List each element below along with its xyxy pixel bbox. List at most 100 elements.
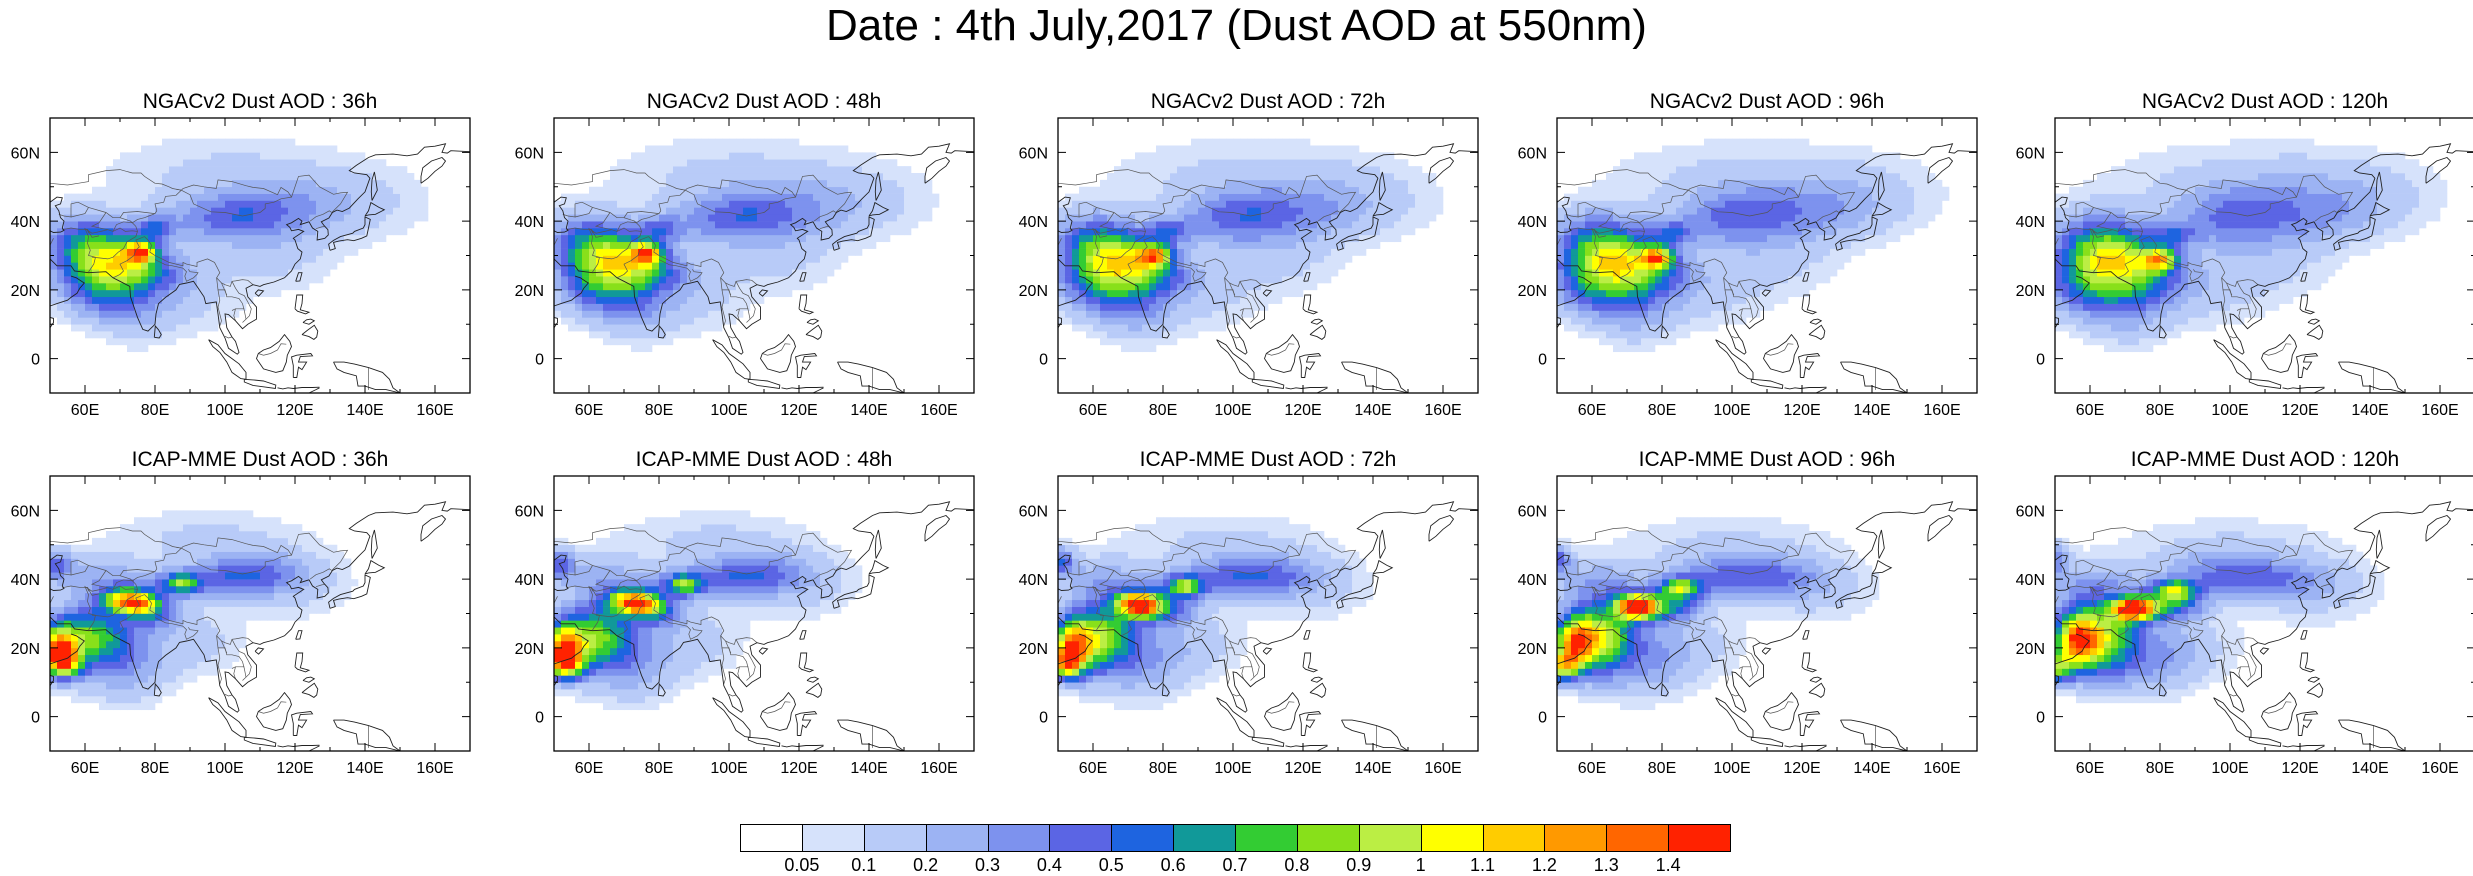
lat-tick-label: 40N bbox=[11, 214, 40, 231]
lon-tick-label: 140E bbox=[1853, 402, 1890, 419]
lat-tick-label: 0 bbox=[2036, 352, 2045, 369]
lat-tick-label: 60N bbox=[1019, 503, 1048, 520]
lon-tick-label: 160E bbox=[1424, 760, 1461, 777]
colorbar-label: 0.5 bbox=[1099, 854, 1124, 876]
panel-title: ICAP-MME Dust AOD : 48h bbox=[554, 448, 974, 472]
lon-tick-label: 120E bbox=[276, 760, 313, 777]
lon-tick-label: 100E bbox=[1713, 402, 1750, 419]
lon-tick-label: 60E bbox=[1578, 760, 1606, 777]
lon-tick-label: 160E bbox=[920, 760, 957, 777]
colorbar-swatch bbox=[1668, 824, 1731, 852]
lon-tick-label: 160E bbox=[2421, 760, 2458, 777]
lat-tick-label: 20N bbox=[1518, 283, 1547, 300]
lat-tick-label: 40N bbox=[515, 572, 544, 589]
colorbar-swatch bbox=[1421, 824, 1484, 852]
lon-tick-label: 80E bbox=[645, 760, 673, 777]
lon-tick-label: 60E bbox=[71, 402, 99, 419]
colorbar-swatch bbox=[1049, 824, 1112, 852]
lon-tick-label: 80E bbox=[141, 402, 169, 419]
lon-tick-label: 120E bbox=[1783, 402, 1820, 419]
colorbar-swatch bbox=[1483, 824, 1546, 852]
colorbar-swatch bbox=[1606, 824, 1669, 852]
colorbar-swatch bbox=[1235, 824, 1298, 852]
lat-tick-label: 60N bbox=[2016, 145, 2045, 162]
lon-tick-label: 100E bbox=[2211, 760, 2248, 777]
lon-tick-label: 60E bbox=[1079, 402, 1107, 419]
lat-tick-label: 60N bbox=[1019, 145, 1048, 162]
colorbar-label: 0.05 bbox=[784, 854, 819, 876]
colorbar-label: 0.4 bbox=[1037, 854, 1062, 876]
lon-tick-label: 80E bbox=[141, 760, 169, 777]
colorbar-swatch bbox=[802, 824, 865, 852]
lat-tick-label: 60N bbox=[515, 145, 544, 162]
colorbar-label: 0.7 bbox=[1222, 854, 1247, 876]
lat-tick-label: 20N bbox=[2016, 641, 2045, 658]
lon-tick-label: 140E bbox=[1354, 402, 1391, 419]
lon-tick-label: 160E bbox=[2421, 402, 2458, 419]
lon-tick-label: 100E bbox=[1214, 760, 1251, 777]
lon-tick-label: 100E bbox=[2211, 402, 2248, 419]
lon-tick-label: 60E bbox=[71, 760, 99, 777]
lon-tick-label: 140E bbox=[1853, 760, 1890, 777]
lon-tick-label: 160E bbox=[416, 760, 453, 777]
lon-tick-label: 100E bbox=[206, 760, 243, 777]
colorbar-swatch bbox=[740, 824, 803, 852]
lon-tick-label: 140E bbox=[850, 402, 887, 419]
lon-tick-label: 60E bbox=[575, 760, 603, 777]
panel-title: NGACv2 Dust AOD : 96h bbox=[1557, 90, 1977, 114]
panel-title: ICAP-MME Dust AOD : 72h bbox=[1058, 448, 1478, 472]
lon-tick-label: 120E bbox=[2281, 402, 2318, 419]
colorbar-label: 1.1 bbox=[1470, 854, 1495, 876]
lon-tick-label: 100E bbox=[1713, 760, 1750, 777]
colorbar-swatch bbox=[1173, 824, 1236, 852]
lon-tick-label: 60E bbox=[1079, 760, 1107, 777]
lat-tick-label: 0 bbox=[1538, 352, 1547, 369]
panel-title: NGACv2 Dust AOD : 72h bbox=[1058, 90, 1478, 114]
lat-tick-label: 0 bbox=[535, 710, 544, 727]
lat-tick-label: 40N bbox=[1518, 214, 1547, 231]
dust-aod-field bbox=[1058, 517, 1373, 710]
lon-tick-label: 60E bbox=[2076, 402, 2104, 419]
colorbar-label: 1.4 bbox=[1656, 854, 1681, 876]
colorbar-swatch bbox=[864, 824, 927, 852]
figure-title: Date : 4th July,2017 (Dust AOD at 550nm) bbox=[0, 2, 2473, 50]
lat-tick-label: 0 bbox=[31, 352, 40, 369]
lat-tick-label: 0 bbox=[1039, 352, 1048, 369]
lat-tick-label: 20N bbox=[11, 283, 40, 300]
lon-tick-label: 80E bbox=[645, 402, 673, 419]
lon-tick-label: 80E bbox=[1149, 760, 1177, 777]
lat-tick-label: 20N bbox=[1019, 283, 1048, 300]
colorbar-label: 1.2 bbox=[1532, 854, 1557, 876]
lat-tick-label: 20N bbox=[515, 283, 544, 300]
lat-tick-label: 0 bbox=[2036, 710, 2045, 727]
colorbar-label: 1 bbox=[1416, 854, 1426, 876]
lon-tick-label: 120E bbox=[2281, 760, 2318, 777]
lon-tick-label: 140E bbox=[2351, 760, 2388, 777]
panel-title: NGACv2 Dust AOD : 48h bbox=[554, 90, 974, 114]
lon-tick-label: 160E bbox=[1424, 402, 1461, 419]
lon-tick-label: 100E bbox=[710, 760, 747, 777]
colorbar-label: 0.1 bbox=[851, 854, 876, 876]
lon-tick-label: 100E bbox=[206, 402, 243, 419]
colorbar-swatch bbox=[1111, 824, 1174, 852]
lat-tick-label: 60N bbox=[11, 503, 40, 520]
lon-tick-label: 120E bbox=[1284, 402, 1321, 419]
colorbar-label: 0.8 bbox=[1284, 854, 1309, 876]
panel-title: ICAP-MME Dust AOD : 96h bbox=[1557, 448, 1977, 472]
